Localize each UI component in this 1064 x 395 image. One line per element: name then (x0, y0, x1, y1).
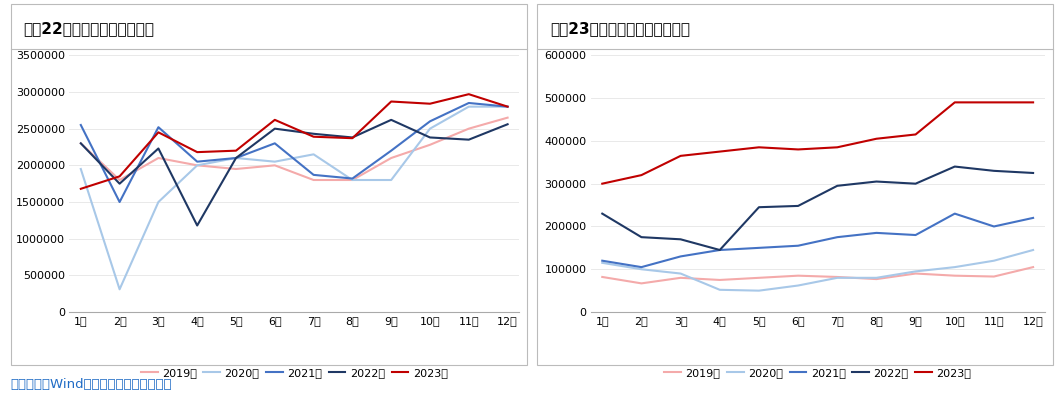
Legend: 2019年, 2020年, 2021年, 2022年, 2023年: 2019年, 2020年, 2021年, 2022年, 2023年 (660, 364, 976, 383)
Text: 图表23：中国汽车出口量（辆）: 图表23：中国汽车出口量（辆） (550, 21, 691, 36)
Text: 图表22：中国汽车销量（辆）: 图表22：中国汽车销量（辆） (23, 21, 154, 36)
Text: 数据来源：Wind，广发期货发展研究中心: 数据来源：Wind，广发期货发展研究中心 (11, 378, 172, 391)
Legend: 2019年, 2020年, 2021年, 2022年, 2023年: 2019年, 2020年, 2021年, 2022年, 2023年 (136, 364, 452, 383)
